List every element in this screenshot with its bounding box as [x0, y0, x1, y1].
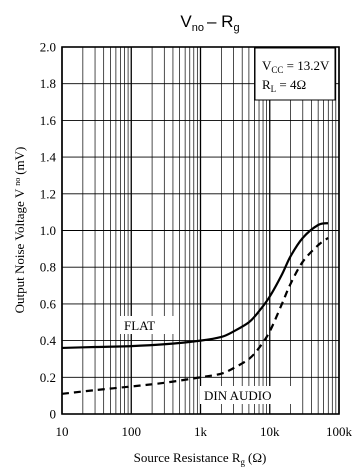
- x-tick-labels: 10 100 1k 10k 100k: [56, 424, 353, 439]
- y-tick-label: 0: [50, 407, 57, 422]
- plot-frame: [61, 46, 340, 415]
- x-tick-label: 10k: [260, 424, 280, 439]
- series-label-flat: FLAT: [124, 318, 155, 333]
- series-layer: [61, 222, 329, 395]
- y-tick-label: 1.8: [40, 76, 56, 91]
- flat-label-bg: [120, 316, 176, 334]
- y-tick-label: 0.6: [40, 296, 57, 311]
- y-tick-label: 1.6: [40, 113, 57, 128]
- conditions-box-frame: [254, 47, 336, 101]
- x-tick-label: 100k: [326, 424, 353, 439]
- y-axis-label: Output Noise Voltage Vno(mV): [12, 147, 27, 314]
- y-tick-label: 2.0: [40, 40, 56, 55]
- x-axis-label: Source Resistance Rg (Ω): [134, 450, 267, 467]
- y-tick-label: 0.8: [40, 260, 56, 275]
- y-tick-labels: 0 0.2 0.4 0.6 0.8 1.0 1.2 1.4 1.6 1.8 2.0: [40, 40, 57, 422]
- series-line-din-audio: [61, 236, 329, 395]
- x-tick-label: 10: [56, 424, 69, 439]
- x-tick-label: 1k: [194, 424, 208, 439]
- chart-title: Vno – Rg: [180, 12, 239, 34]
- y-tick-label: 1.2: [40, 186, 56, 201]
- condition-rl: RL = 4Ω: [262, 77, 306, 94]
- conditions-box: VCC = 13.2V RL = 4Ω: [254, 47, 336, 101]
- y-tick-label: 1.0: [40, 223, 56, 238]
- din-label-bg: [200, 386, 292, 404]
- condition-vcc: VCC = 13.2V: [262, 58, 330, 75]
- x-tick-label: 100: [122, 424, 142, 439]
- y-tick-label: 1.4: [40, 150, 57, 165]
- y-tick-label: 0.4: [40, 333, 57, 348]
- y-tick-label: 0.2: [40, 370, 56, 385]
- series-line-flat: [61, 222, 329, 350]
- series-label-din-audio: DIN AUDIO: [204, 388, 272, 403]
